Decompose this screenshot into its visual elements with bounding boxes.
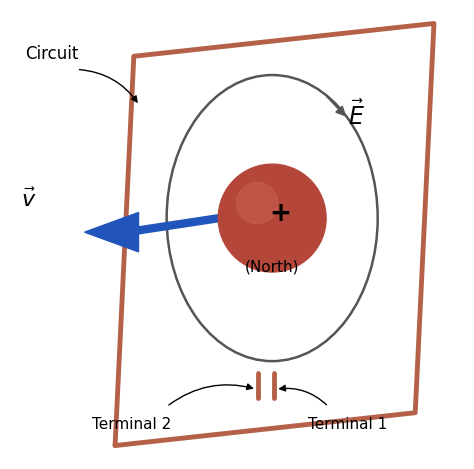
Circle shape <box>237 182 278 224</box>
Text: +: + <box>270 201 292 227</box>
Text: Circuit: Circuit <box>25 45 78 63</box>
Text: (North): (North) <box>245 260 300 275</box>
Polygon shape <box>84 212 138 252</box>
Text: $\vec{v}$: $\vec{v}$ <box>20 188 36 211</box>
Text: $\vec{E}$: $\vec{E}$ <box>348 100 365 130</box>
Text: Terminal 2: Terminal 2 <box>92 417 171 432</box>
Circle shape <box>218 164 326 272</box>
Text: Terminal 1: Terminal 1 <box>308 417 387 432</box>
